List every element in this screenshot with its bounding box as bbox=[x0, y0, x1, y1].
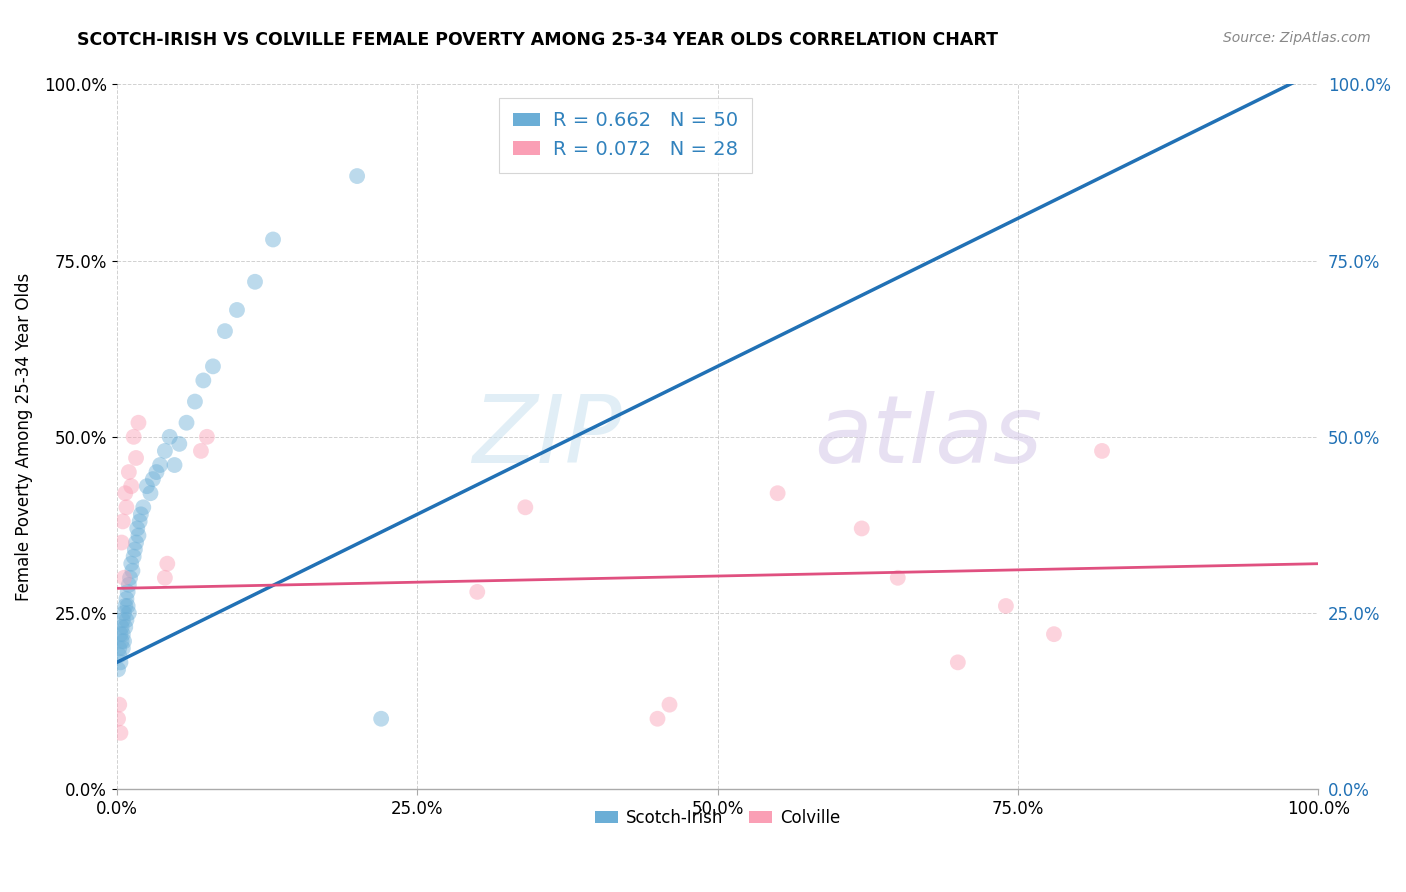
Point bbox=[114, 486, 136, 500]
Point bbox=[124, 542, 146, 557]
Point bbox=[127, 521, 149, 535]
Point bbox=[114, 620, 136, 634]
Point bbox=[149, 458, 172, 472]
Point bbox=[766, 486, 789, 500]
Point bbox=[118, 465, 141, 479]
Point bbox=[115, 500, 138, 515]
Y-axis label: Female Poverty Among 25-34 Year Olds: Female Poverty Among 25-34 Year Olds bbox=[15, 273, 32, 601]
Point bbox=[127, 416, 149, 430]
Point bbox=[214, 324, 236, 338]
Point bbox=[110, 627, 132, 641]
Point bbox=[226, 302, 249, 317]
Point bbox=[132, 500, 155, 515]
Point bbox=[142, 472, 165, 486]
Point bbox=[118, 606, 141, 620]
Point bbox=[107, 712, 129, 726]
Point bbox=[115, 591, 138, 606]
Point bbox=[193, 374, 215, 388]
Point bbox=[163, 458, 186, 472]
Point bbox=[110, 656, 132, 670]
Point bbox=[117, 585, 139, 599]
Point bbox=[887, 571, 910, 585]
Point bbox=[145, 465, 167, 479]
Text: ZIP: ZIP bbox=[472, 392, 621, 483]
Legend: Scotch-Irish, Colville: Scotch-Irish, Colville bbox=[588, 803, 848, 834]
Point bbox=[111, 515, 134, 529]
Point bbox=[120, 479, 142, 493]
Point bbox=[111, 641, 134, 656]
Point bbox=[118, 578, 141, 592]
Point bbox=[112, 606, 135, 620]
Point bbox=[107, 662, 129, 676]
Point bbox=[658, 698, 681, 712]
Point bbox=[111, 627, 134, 641]
Point bbox=[115, 613, 138, 627]
Point bbox=[1091, 444, 1114, 458]
Point bbox=[647, 712, 669, 726]
Point bbox=[262, 232, 284, 246]
Point bbox=[129, 508, 152, 522]
Point bbox=[108, 641, 131, 656]
Point bbox=[243, 275, 266, 289]
Point bbox=[851, 521, 873, 535]
Point bbox=[118, 571, 141, 585]
Point bbox=[184, 394, 207, 409]
Point bbox=[112, 634, 135, 648]
Point bbox=[156, 557, 179, 571]
Point bbox=[515, 500, 537, 515]
Point bbox=[946, 656, 969, 670]
Point bbox=[111, 620, 134, 634]
Point bbox=[117, 599, 139, 613]
Point bbox=[190, 444, 212, 458]
Point bbox=[108, 698, 131, 712]
Point bbox=[195, 430, 218, 444]
Point bbox=[125, 535, 148, 549]
Text: Source: ZipAtlas.com: Source: ZipAtlas.com bbox=[1223, 31, 1371, 45]
Point bbox=[465, 585, 488, 599]
Point bbox=[111, 613, 134, 627]
Point bbox=[121, 564, 143, 578]
Point bbox=[128, 515, 150, 529]
Point bbox=[127, 528, 149, 542]
Point bbox=[120, 557, 142, 571]
Point bbox=[135, 479, 157, 493]
Point bbox=[112, 571, 135, 585]
Point bbox=[122, 430, 145, 444]
Point bbox=[159, 430, 181, 444]
Text: SCOTCH-IRISH VS COLVILLE FEMALE POVERTY AMONG 25-34 YEAR OLDS CORRELATION CHART: SCOTCH-IRISH VS COLVILLE FEMALE POVERTY … bbox=[77, 31, 998, 49]
Point bbox=[111, 535, 134, 549]
Text: atlas: atlas bbox=[814, 392, 1042, 483]
Point bbox=[111, 634, 134, 648]
Point bbox=[370, 712, 392, 726]
Point bbox=[122, 549, 145, 564]
Point bbox=[139, 486, 162, 500]
Point bbox=[176, 416, 198, 430]
Point bbox=[201, 359, 224, 374]
Point bbox=[1043, 627, 1066, 641]
Point bbox=[169, 437, 191, 451]
Point bbox=[346, 169, 368, 183]
Point bbox=[114, 599, 136, 613]
Point bbox=[153, 444, 176, 458]
Point bbox=[125, 450, 148, 465]
Point bbox=[994, 599, 1017, 613]
Point bbox=[153, 571, 176, 585]
Point bbox=[110, 726, 132, 740]
Point bbox=[108, 648, 131, 663]
